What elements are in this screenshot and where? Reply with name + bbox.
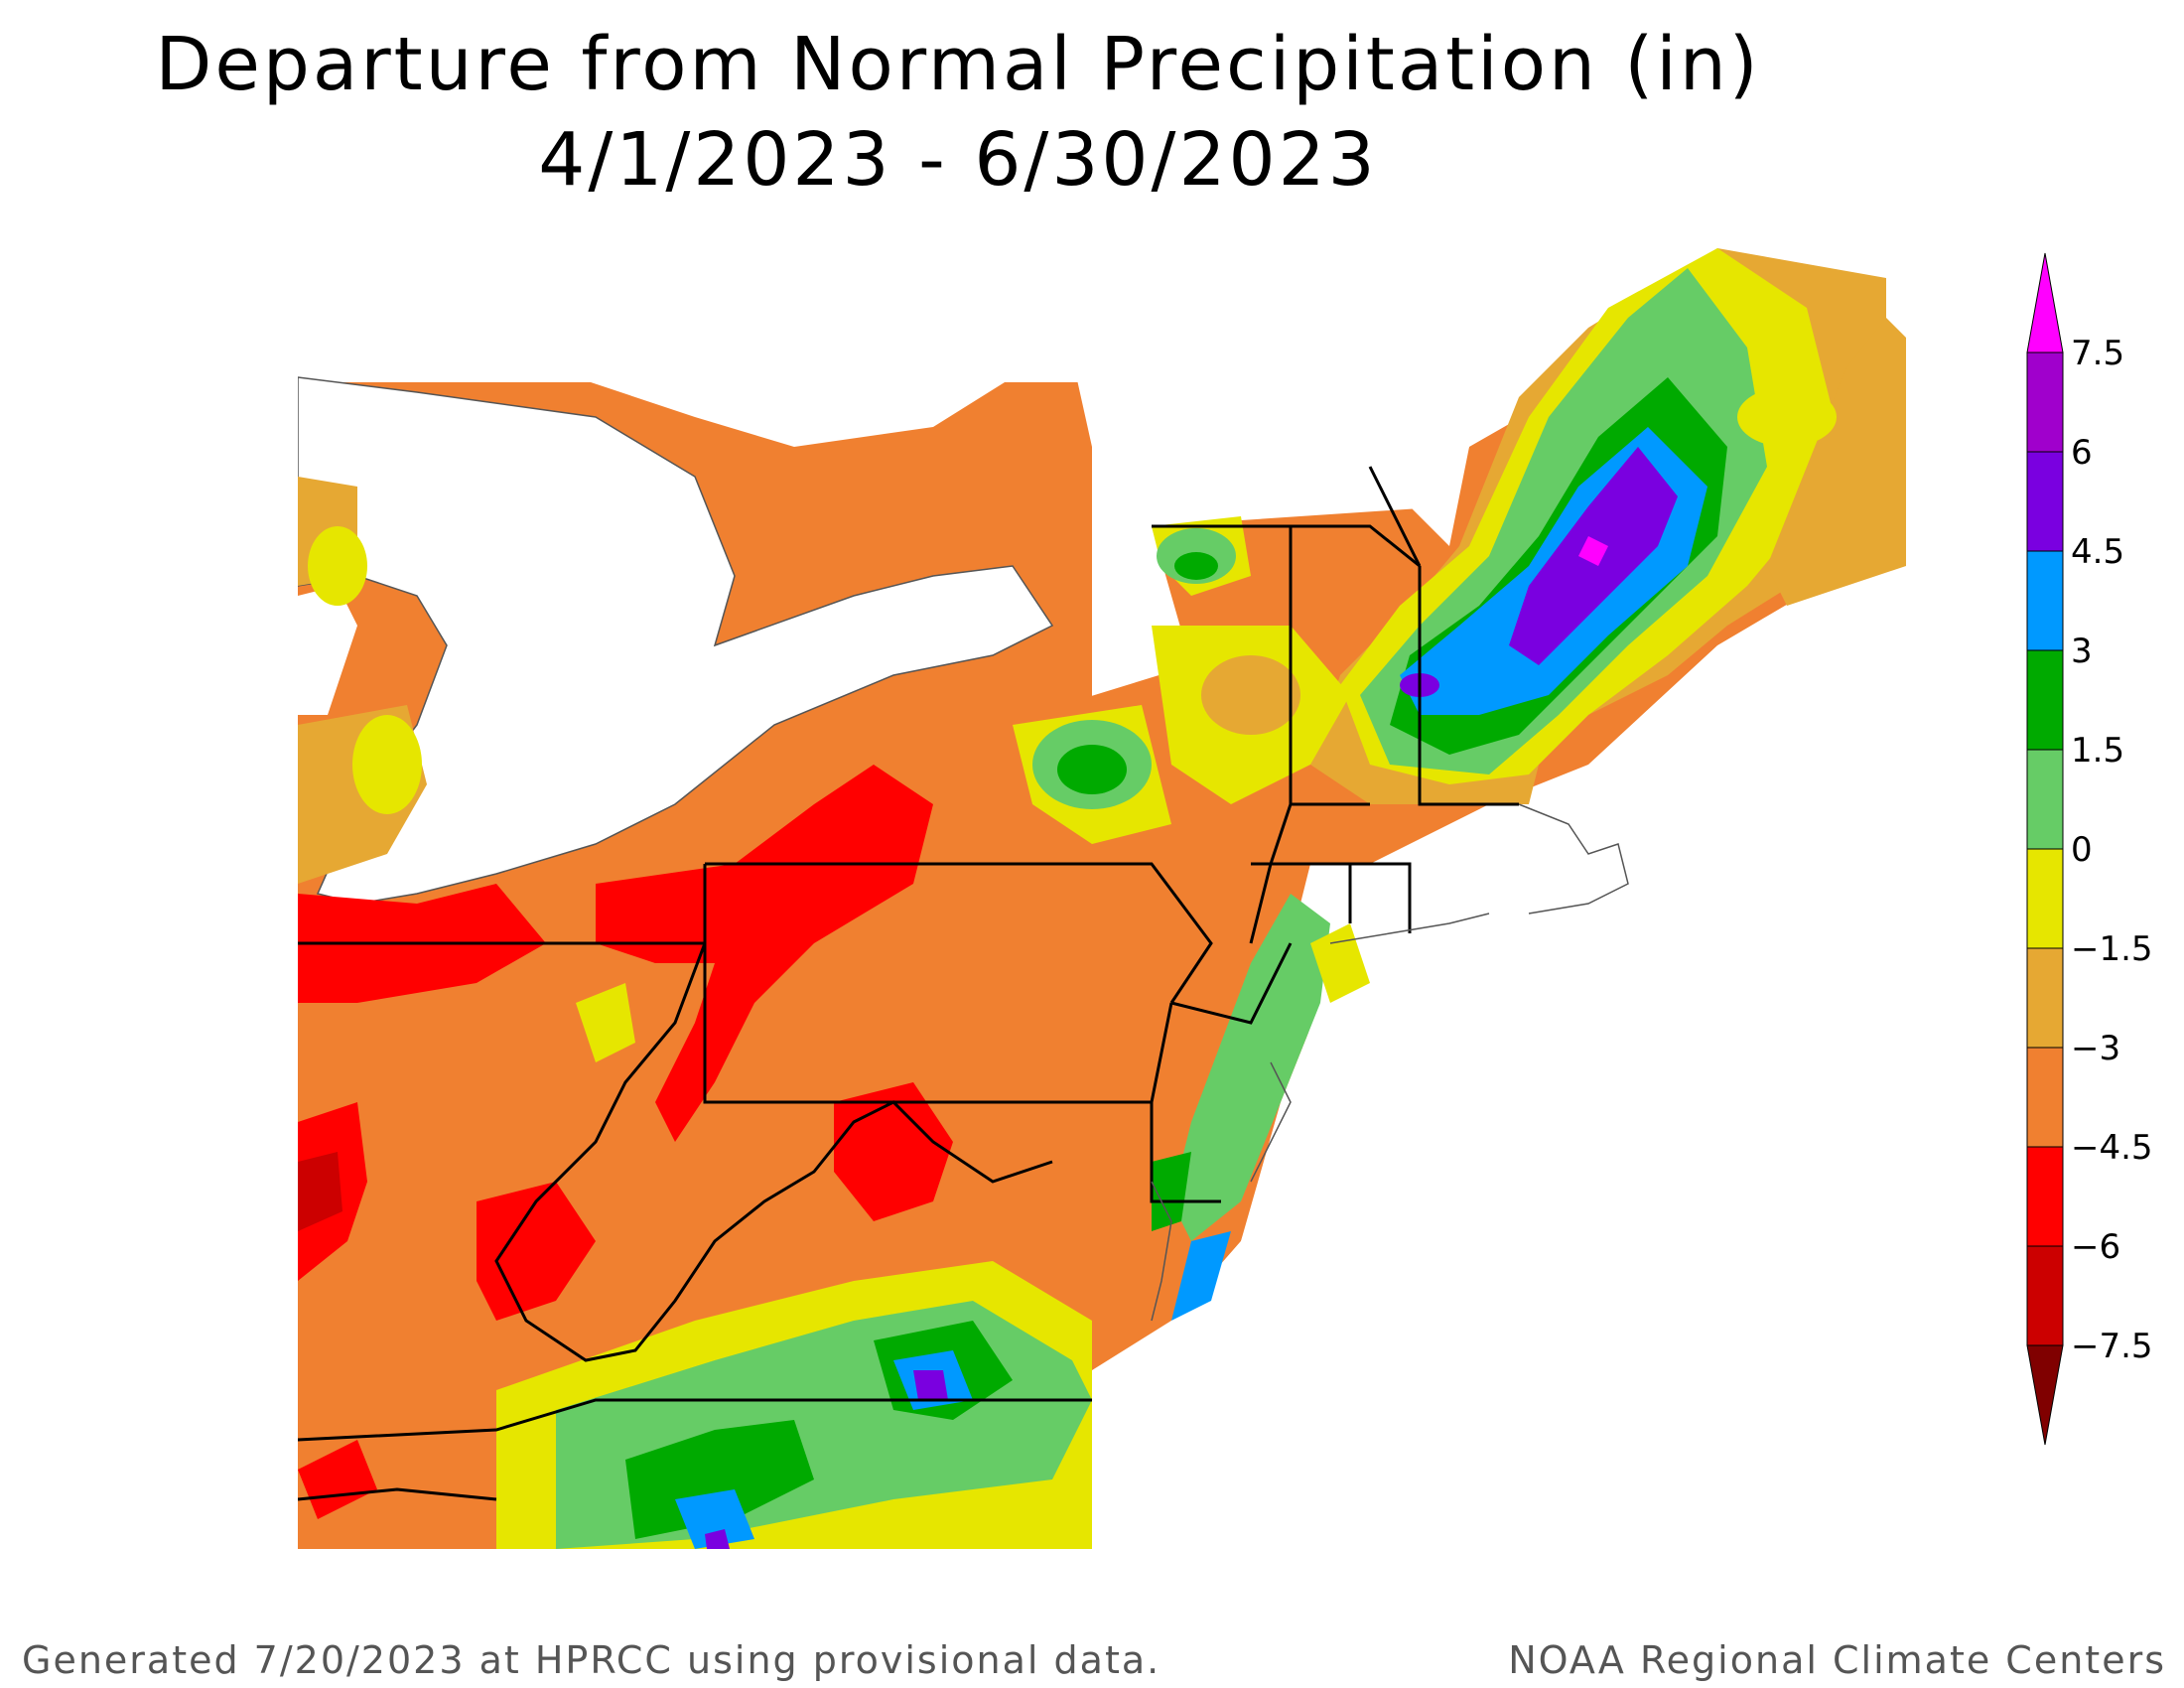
great-lakes: [298, 248, 1906, 905]
atlantic-ocean: [1092, 566, 1906, 1549]
legend-color-block: [2026, 550, 2064, 651]
legend-bottom-arrow: [2026, 1344, 2064, 1446]
legend-tick-label: −3: [2071, 1029, 2120, 1068]
legend-tick-label: 6: [2071, 433, 2093, 473]
nj-delmarva: [1152, 894, 1370, 1321]
precipitation-departure-map: [298, 248, 1906, 1549]
legend-color-block: [2026, 848, 2064, 949]
legend-color-block: [2026, 1047, 2064, 1148]
legend-color-block: [2026, 649, 2064, 751]
map-title: Departure from Normal Precipitation (in): [155, 22, 1761, 107]
color-scale-legend: 7.5 6 4.5 3 1.5 0 −1.5 −3 −4.5 −6 −7.5: [2026, 252, 2153, 1446]
legend-tick-label: 7.5: [2071, 334, 2124, 373]
legend-color-blocks: [2026, 252, 2064, 1446]
legend-tick-label: −4.5: [2071, 1128, 2153, 1168]
maine-east: [1737, 318, 1906, 606]
map-date-range: 4/1/2023 - 6/30/2023: [538, 117, 1378, 203]
legend-tick-label: −7.5: [2071, 1327, 2153, 1366]
legend-tick-label: 4.5: [2071, 532, 2124, 572]
michigan-region: [298, 477, 427, 884]
legend-tick-label: −6: [2071, 1227, 2120, 1267]
virginia-wet: [496, 1261, 1092, 1549]
legend-color-block: [2026, 947, 2064, 1049]
state-borders: [298, 466, 1519, 1501]
ny-green-spots: [1013, 516, 1350, 844]
source-credit: NOAA Regional Climate Centers: [1508, 1638, 2166, 1682]
coastlines: [1151, 803, 1629, 1322]
legend-tick-label: 1.5: [2071, 731, 2124, 771]
generated-note: Generated 7/20/2023 at HPRCC using provi…: [22, 1638, 1161, 1682]
legend-color-block: [2026, 749, 2064, 850]
legend-tick-label: 0: [2071, 830, 2093, 870]
legend-color-block: [2026, 352, 2064, 453]
legend-color-block: [2026, 1245, 2064, 1346]
legend-tick-label: −1.5: [2071, 929, 2153, 969]
legend-top-arrow: [2026, 252, 2064, 353]
legend-color-block: [2026, 1146, 2064, 1247]
legend-tick-labels: 7.5 6 4.5 3 1.5 0 −1.5 −3 −4.5 −6 −7.5: [2071, 334, 2153, 1366]
legend-color-block: [2026, 451, 2064, 552]
new-england-wet-area: [1310, 248, 1886, 804]
legend-tick-label: 3: [2071, 632, 2093, 671]
